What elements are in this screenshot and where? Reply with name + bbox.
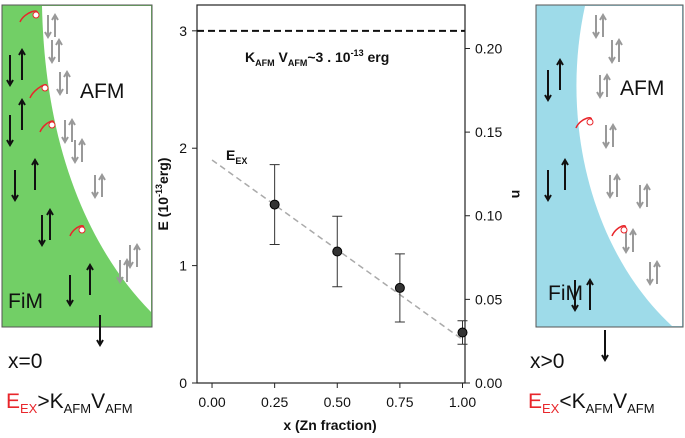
spin-arrow	[126, 245, 134, 269]
y-tick-label: 0	[179, 375, 187, 391]
condition: x>0	[530, 350, 564, 373]
link-end	[48, 121, 56, 129]
point	[394, 282, 405, 293]
region-label: FiM	[548, 282, 583, 305]
spin-arrow	[48, 40, 56, 64]
spin-arrow	[586, 278, 594, 310]
spin-arrow	[615, 38, 623, 62]
x-tick-label: 0.75	[386, 394, 413, 410]
spin-arrow	[56, 72, 64, 96]
spin-arrow	[646, 262, 654, 286]
spin-arrow	[71, 140, 79, 164]
spin-arrow	[629, 228, 637, 252]
afm-region	[42, 6, 151, 312]
spin-arrow	[599, 13, 607, 37]
spin-arrow	[86, 263, 94, 295]
region-label: AFM	[620, 77, 664, 100]
afm-region	[576, 6, 682, 326]
annotation: KAFM VAFM~3 . 10-13 erg	[245, 48, 389, 68]
link-end	[32, 11, 40, 19]
spin-arrow	[561, 158, 569, 190]
fit-label: EEX	[226, 147, 247, 166]
spin-arrow	[544, 170, 552, 202]
link-end	[620, 226, 628, 234]
spin-arrow	[622, 230, 630, 254]
y-tick-label: 3	[179, 23, 187, 39]
x-tick-label: 0.25	[261, 394, 288, 410]
spin-arrow	[91, 175, 99, 199]
point	[332, 246, 343, 257]
y2-tick-label: 0.15	[475, 124, 502, 140]
panel-frame	[1, 4, 153, 328]
spin-arrow	[544, 70, 552, 102]
spin-arrow	[596, 75, 604, 99]
link-end	[586, 118, 594, 126]
spin-arrow	[636, 185, 644, 209]
spin-arrow	[6, 55, 14, 87]
spin-arrow	[608, 40, 616, 64]
spin-arrow	[556, 58, 564, 90]
y-tick-label: 1	[179, 258, 187, 274]
condition: x=0	[8, 350, 42, 373]
spin-arrow	[133, 243, 141, 267]
spin-arrow	[96, 315, 104, 347]
y2-tick-label: 0.20	[475, 40, 502, 56]
x-tick-label: 1.00	[449, 394, 476, 410]
region-label: AFM	[80, 80, 124, 103]
spin-arrow	[571, 280, 579, 312]
spin-arrow	[61, 120, 69, 144]
spin-arrow	[46, 208, 54, 240]
y-tick-label: 2	[179, 140, 187, 156]
x-tick-label: 0.50	[324, 394, 351, 410]
spin-arrow	[653, 260, 661, 284]
region-label: FiM	[8, 290, 43, 313]
spin-arrow	[603, 73, 611, 97]
spin-arrow	[592, 15, 600, 39]
point	[269, 199, 280, 210]
relation: EEX>KAFMVAFM	[6, 390, 133, 416]
spin-arrow	[18, 98, 26, 130]
x-tick-label: 0.00	[198, 394, 225, 410]
panel-frame	[535, 4, 684, 328]
spin-arrow	[66, 275, 74, 307]
spin-arrow	[78, 138, 86, 162]
spin-arrow	[116, 260, 124, 284]
spin-arrow	[602, 125, 610, 149]
spin-arrow	[6, 115, 14, 147]
link-end	[78, 226, 86, 234]
spin-arrow	[44, 15, 52, 39]
spin-arrow	[51, 13, 59, 37]
spin-arrow	[68, 118, 76, 142]
x-axis-label: x (Zn fraction)	[283, 417, 376, 433]
y2-tick-label: 0.00	[475, 375, 502, 391]
y2-tick-label: 0.05	[475, 291, 502, 307]
spin-arrow	[606, 175, 614, 199]
link-end	[41, 84, 49, 92]
spin-arrow	[55, 38, 63, 62]
spin-arrow	[18, 48, 26, 80]
spin-arrow	[643, 183, 651, 207]
spin-arrow	[613, 173, 621, 197]
spin-arrow	[601, 330, 609, 362]
plot-frame	[196, 4, 466, 384]
point	[457, 327, 468, 338]
y2-tick-label: 0.10	[475, 208, 502, 224]
y2-axis-label: n	[509, 190, 525, 199]
spin-arrow	[38, 215, 46, 247]
spin-arrow	[609, 123, 617, 147]
spin-arrow	[31, 158, 39, 190]
relation: EEX<KAFMVAFM	[528, 390, 655, 416]
y-axis-label: E (10-13erg)	[154, 158, 171, 231]
spin-arrow	[98, 173, 106, 197]
spin-arrow	[11, 170, 19, 202]
spin-arrow	[63, 70, 71, 94]
